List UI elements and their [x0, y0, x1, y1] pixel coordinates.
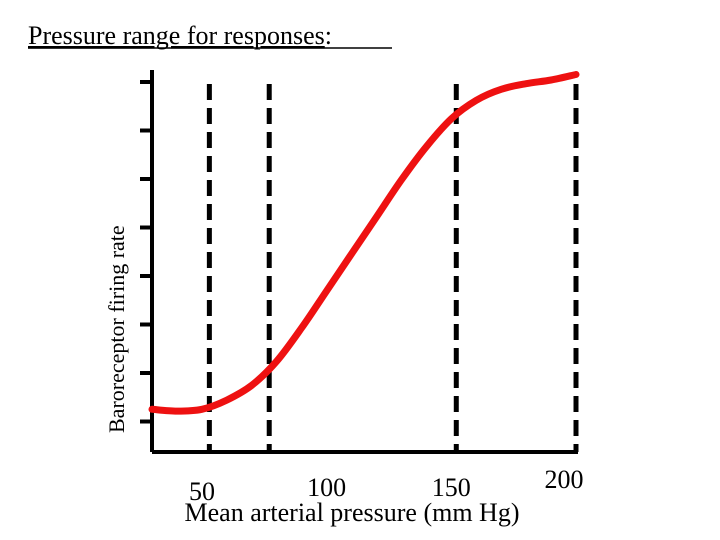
x-tick-label-200: 200 — [545, 465, 584, 494]
x-tick-label-50: 50 — [189, 477, 215, 506]
series-line — [148, 71, 580, 415]
x-tick-label-100: 100 — [307, 473, 346, 502]
x-tick-labels: 50 100 150 200 — [189, 465, 584, 506]
y-ticks — [140, 80, 152, 424]
x-tick-label-150: 150 — [432, 473, 471, 502]
y-axis-label: Baroreceptor firing rate — [104, 225, 129, 433]
chart-title-suffix: : — [325, 21, 332, 50]
chart-title-main: Pressure range for responses — [28, 21, 325, 50]
x-axis-label: Mean arterial pressure (mm Hg) — [185, 498, 520, 527]
reference-lines — [206, 84, 579, 452]
chart-title: Pressure range for responses: — [28, 21, 332, 50]
